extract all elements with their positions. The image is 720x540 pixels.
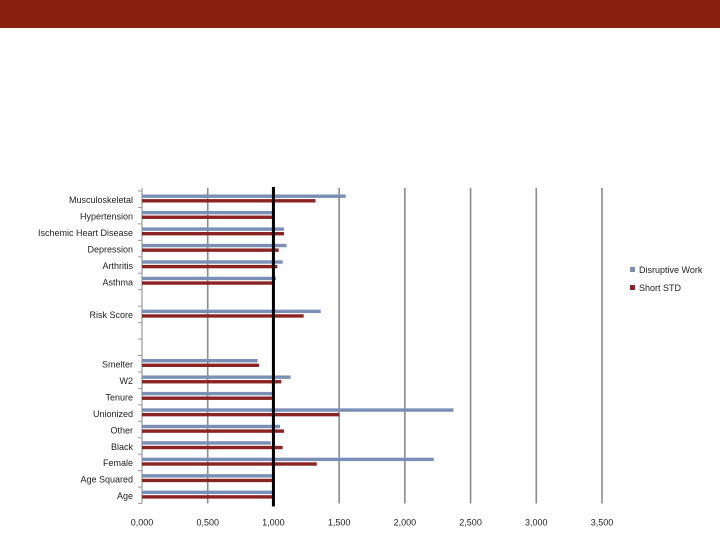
bar-disruptive-work-smelter xyxy=(142,359,258,363)
bar-short-std-w2 xyxy=(142,380,282,384)
category-label-w2: W2 xyxy=(120,376,134,386)
bar-disruptive-work-unionized xyxy=(142,408,454,412)
category-label-female: Female xyxy=(103,458,133,468)
bar-short-std-black xyxy=(142,445,283,450)
bar-short-std-risk-score xyxy=(142,314,304,318)
category-labels: Musculoskeletal Hypertension Ischemic Hear… xyxy=(38,195,134,501)
legend-label-short-std: Short STD xyxy=(639,283,682,293)
category-label-ischemic-heart-disease: Ischemic Heart Disease xyxy=(38,228,133,238)
bar-disruptive-work-w2 xyxy=(142,375,291,379)
title-bar xyxy=(0,0,720,28)
category-label-age: Age xyxy=(117,491,133,501)
x-tick-label-7: 3,500 xyxy=(591,518,614,528)
category-label-risk-score: Risk Score xyxy=(89,310,133,320)
legend-label-disruptive-work: Disruptive Work xyxy=(639,265,703,275)
x-tick-label-0: 0,000 xyxy=(131,518,154,528)
bar-disruptive-work-age-squared xyxy=(142,474,274,478)
bar-short-std-asthma xyxy=(142,281,274,285)
x-tick-label-2: 1,000 xyxy=(262,518,285,528)
bar-disruptive-work-age xyxy=(142,490,274,494)
bar-short-std-hypertension xyxy=(142,215,273,219)
bar-disruptive-work-musculoskeletal xyxy=(142,194,346,198)
category-label-other: Other xyxy=(110,425,133,435)
bar-disruptive-work-risk-score xyxy=(142,309,321,314)
bar-disruptive-work-other xyxy=(142,424,280,429)
bar-disruptive-work-asthma xyxy=(142,276,277,281)
bar-disruptive-work-depression xyxy=(142,243,287,248)
x-axis: 0,000 0,500 1,000 1,500 2,000 2,500 3,000 3,500 xyxy=(131,518,614,528)
bar-disruptive-work-ischemic-heart-disease xyxy=(142,227,284,231)
bar-short-std-arthritis xyxy=(142,264,278,269)
bar-short-std-other xyxy=(142,429,284,433)
bar-short-std-smelter xyxy=(142,363,259,367)
legend: Disruptive Work Short STD xyxy=(630,265,703,293)
bar-short-std-female xyxy=(142,462,317,466)
legend-swatch-short-std xyxy=(630,285,635,290)
x-tick-label-5: 2,500 xyxy=(459,518,482,528)
bar-disruptive-work-tenure xyxy=(142,391,274,396)
category-label-tenure: Tenure xyxy=(105,392,133,402)
bar-short-std-tenure xyxy=(142,396,274,400)
category-label-black: Black xyxy=(111,442,134,452)
bar-disruptive-work-arthritis xyxy=(142,260,283,264)
bars xyxy=(142,194,454,499)
x-tick-label-1: 0,500 xyxy=(196,518,219,528)
bar-short-std-unionized xyxy=(142,412,340,417)
x-tick-label-4: 2,000 xyxy=(394,518,417,528)
category-label-smelter: Smelter xyxy=(102,360,133,370)
bar-short-std-depression xyxy=(142,248,279,252)
bar-short-std-musculoskeletal xyxy=(142,199,316,203)
bar-short-std-age xyxy=(142,495,274,499)
legend-swatch-disruptive-work xyxy=(630,267,635,272)
category-label-musculoskeletal: Musculoskeletal xyxy=(69,195,133,205)
bar-disruptive-work-female xyxy=(142,457,434,462)
x-tick-label-3: 1,500 xyxy=(328,518,351,528)
x-tick-label-6: 3,000 xyxy=(525,518,548,528)
bar-disruptive-work-black xyxy=(142,441,271,445)
category-label-age-squared: Age Squared xyxy=(80,475,133,485)
bar-short-std-age-squared xyxy=(142,478,274,483)
category-label-hypertension: Hypertension xyxy=(80,211,133,221)
category-label-asthma: Asthma xyxy=(102,277,133,287)
bar-disruptive-work-hypertension xyxy=(142,210,275,215)
category-label-arthritis: Arthritis xyxy=(102,261,133,271)
category-label-unionized: Unionized xyxy=(93,409,133,419)
category-label-depression: Depression xyxy=(87,244,133,254)
bar-short-std-ischemic-heart-disease xyxy=(142,232,284,236)
